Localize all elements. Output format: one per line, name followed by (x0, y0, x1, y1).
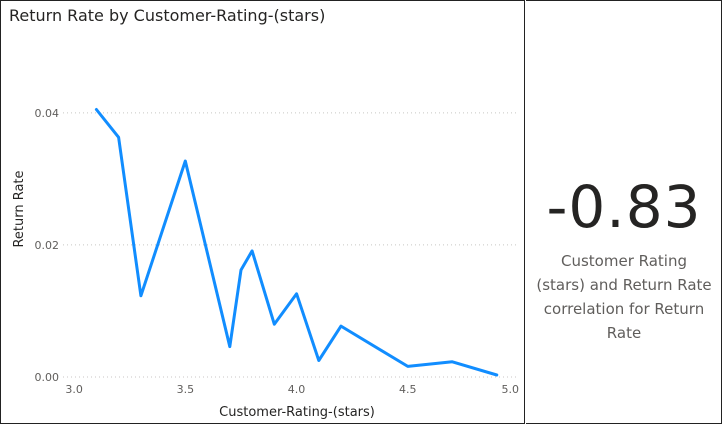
x-axis-title: Customer-Rating-(stars) (219, 405, 375, 420)
kpi-card[interactable]: -0.83 Customer Rating (stars) and Return… (526, 0, 722, 424)
data-point[interactable] (493, 371, 501, 379)
data-point[interactable] (270, 320, 278, 328)
data-point[interactable] (337, 322, 345, 330)
data-point[interactable] (315, 356, 323, 364)
correlation-caption: Customer Rating (stars) and Return Rate … (536, 252, 712, 342)
x-tick-label: 5.0 (502, 383, 520, 396)
x-axis-ticks: 3.0 3.5 4.0 4.5 5.0 (65, 383, 519, 396)
data-point[interactable] (448, 358, 456, 366)
chart-title: Return Rate by Customer-Rating-(stars) (9, 6, 326, 25)
y-tick-label: 0.02 (35, 239, 60, 252)
data-point[interactable] (404, 362, 412, 370)
data-point[interactable] (237, 266, 245, 274)
y-axis-ticks: 0.00 0.02 0.04 (35, 107, 60, 384)
data-point[interactable] (248, 247, 256, 255)
y-tick-label: 0.04 (35, 107, 60, 120)
data-point[interactable] (181, 157, 189, 165)
data-point[interactable] (137, 292, 145, 300)
correlation-value: -0.83 (546, 173, 702, 241)
x-tick-label: 3.5 (177, 383, 195, 396)
x-tick-label: 3.0 (65, 383, 83, 396)
data-point[interactable] (226, 343, 234, 351)
data-point[interactable] (92, 106, 100, 114)
x-tick-label: 4.0 (288, 383, 306, 396)
y-axis-title: Return Rate (12, 170, 27, 247)
gridlines (63, 112, 519, 378)
data-point[interactable] (115, 133, 123, 141)
series-line[interactable] (94, 108, 499, 377)
series-group[interactable] (92, 106, 500, 380)
chart-svg[interactable]: 0.00 0.02 0.04 3.0 3.5 4.0 4.5 5.0 Return Rate… (1, 1, 526, 425)
data-point[interactable] (293, 290, 301, 298)
y-tick-label: 0.00 (35, 371, 60, 384)
x-tick-label: 4.5 (399, 383, 417, 396)
line-chart-visual[interactable]: Return Rate by Customer-Rating-(stars) 0… (0, 0, 525, 424)
